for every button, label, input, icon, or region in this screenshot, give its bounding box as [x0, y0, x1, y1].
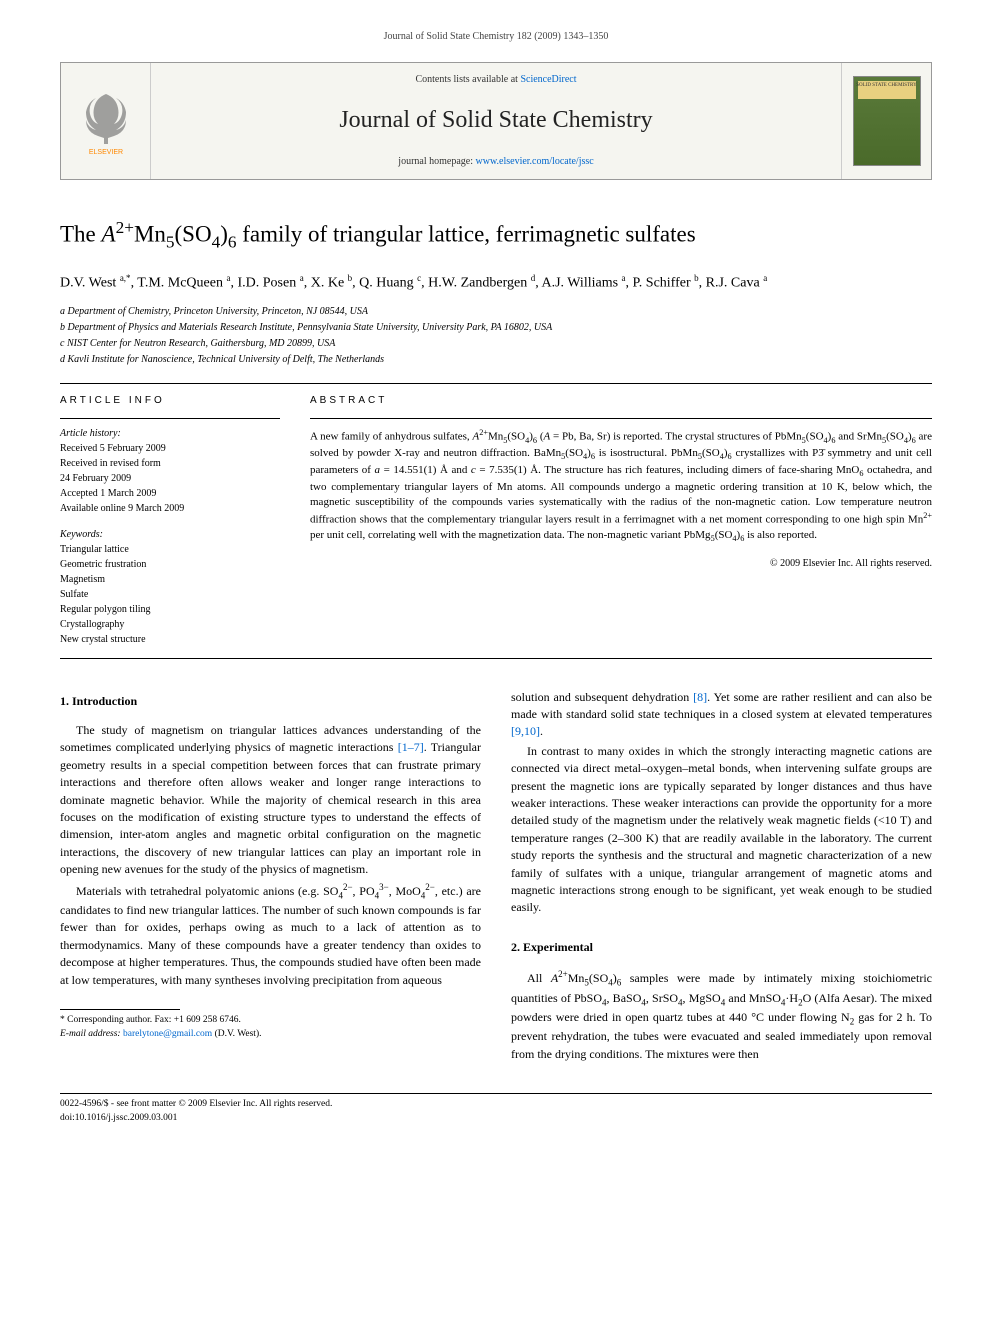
journal-banner: ELSEVIER Contents lists available at Sci…	[60, 62, 932, 180]
cover-thumb-box: SOLID STATE CHEMISTRY	[841, 63, 931, 179]
divider	[60, 383, 932, 384]
article-info-heading: article info	[60, 394, 280, 408]
front-matter: 0022-4596/$ - see front matter © 2009 El…	[60, 1098, 332, 1111]
publisher-logo-box: ELSEVIER	[61, 63, 151, 179]
history-label: Article history:	[60, 427, 280, 441]
history-item: Received in revised form	[60, 457, 280, 471]
keyword: Geometric frustration	[60, 558, 280, 572]
keyword: New crystal structure	[60, 633, 280, 647]
homepage-prefix: journal homepage:	[398, 156, 475, 167]
keyword: Triangular lattice	[60, 543, 280, 557]
affiliation: b Department of Physics and Materials Re…	[60, 320, 932, 335]
paragraph: The study of magnetism on triangular lat…	[60, 722, 481, 879]
sciencedirect-link[interactable]: ScienceDirect	[520, 74, 576, 85]
divider	[310, 418, 932, 419]
paragraph: Materials with tetrahedral polyatomic an…	[60, 881, 481, 989]
history-item: 24 February 2009	[60, 472, 280, 486]
abstract-heading: abstract	[310, 394, 932, 408]
body-text: 1. Introduction The study of magnetism o…	[60, 689, 932, 1064]
elsevier-tree-icon: ELSEVIER	[76, 86, 136, 156]
corresponding-author: * Corresponding author. Fax: +1 609 258 …	[60, 1014, 481, 1028]
journal-name: Journal of Solid State Chemistry	[171, 104, 821, 138]
paragraph: solution and subsequent dehydration [8].…	[511, 689, 932, 741]
running-header: Journal of Solid State Chemistry 182 (20…	[60, 30, 932, 44]
keyword: Regular polygon tiling	[60, 603, 280, 617]
affiliation: a Department of Chemistry, Princeton Uni…	[60, 304, 932, 319]
contents-line: Contents lists available at ScienceDirec…	[171, 73, 821, 87]
divider	[60, 418, 280, 419]
page-footer: 0022-4596/$ - see front matter © 2009 El…	[60, 1098, 932, 1125]
divider	[60, 658, 932, 659]
author-list: D.V. West a,*, T.M. McQueen a, I.D. Pose…	[60, 272, 932, 293]
keywords-label: Keywords:	[60, 528, 280, 542]
journal-cover-icon: SOLID STATE CHEMISTRY	[853, 76, 921, 166]
email-suffix: (D.V. West).	[215, 1029, 262, 1039]
email-label: E-mail address:	[60, 1029, 121, 1039]
history-item: Accepted 1 March 2009	[60, 487, 280, 501]
cover-thumb-text: SOLID STATE CHEMISTRY	[854, 83, 920, 89]
keyword: Magnetism	[60, 573, 280, 587]
publisher-name: ELSEVIER	[88, 149, 122, 156]
paragraph: All A2+Mn5(SO4)6 samples were made by in…	[511, 968, 932, 1063]
paragraph: In contrast to many oxides in which the …	[511, 743, 932, 917]
email-link[interactable]: barelytone@gmail.com	[123, 1029, 212, 1039]
article-title: The A2+Mn5(SO4)6 family of triangular la…	[60, 216, 932, 254]
affiliation: c NIST Center for Neutron Research, Gait…	[60, 336, 932, 351]
article-info: article info Article history: Received 5…	[60, 394, 280, 648]
keyword: Crystallography	[60, 618, 280, 632]
history-item: Received 5 February 2009	[60, 442, 280, 456]
abstract-block: abstract A new family of anhydrous sulfa…	[310, 394, 932, 648]
history-item: Available online 9 March 2009	[60, 502, 280, 516]
homepage-link[interactable]: www.elsevier.com/locate/jssc	[476, 156, 594, 167]
section-heading-intro: 1. Introduction	[60, 693, 481, 710]
affiliations: a Department of Chemistry, Princeton Uni…	[60, 304, 932, 367]
homepage-line: journal homepage: www.elsevier.com/locat…	[171, 155, 821, 169]
doi: doi:10.1016/j.jssc.2009.03.001	[60, 1112, 332, 1125]
keyword: Sulfate	[60, 588, 280, 602]
affiliation: d Kavli Institute for Nanoscience, Techn…	[60, 352, 932, 367]
corresponding-footnote: * Corresponding author. Fax: +1 609 258 …	[60, 1009, 481, 1042]
abstract-text: A new family of anhydrous sulfates, A2+M…	[310, 427, 932, 545]
copyright: © 2009 Elsevier Inc. All rights reserved…	[310, 557, 932, 571]
section-heading-experimental: 2. Experimental	[511, 939, 932, 956]
divider	[60, 1093, 932, 1094]
contents-prefix: Contents lists available at	[415, 74, 520, 85]
